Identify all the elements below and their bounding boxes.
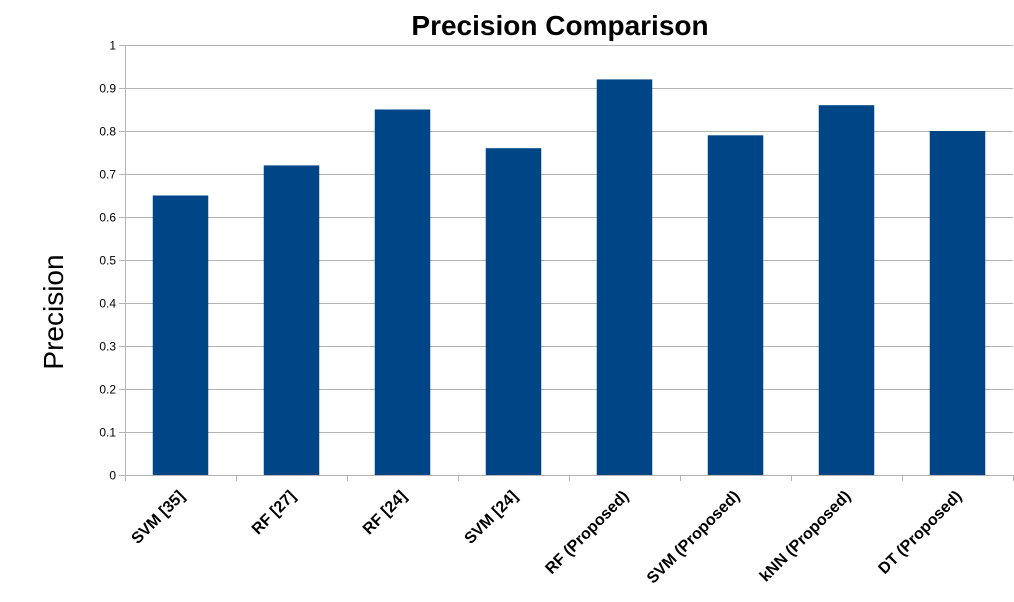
bars: [152, 79, 986, 476]
bar: [263, 165, 320, 475]
y-tick-label: 0.9: [99, 82, 116, 96]
chart-title: Precision Comparison: [411, 10, 708, 41]
bar: [818, 105, 875, 475]
y-tick-label: 0.2: [99, 383, 116, 397]
x-tick-label: DT (Proposed): [875, 488, 965, 578]
bar: [929, 131, 986, 475]
x-tick-label: RF [24]: [360, 488, 410, 538]
y-tick-label: 0.1: [99, 426, 116, 440]
x-tick-label: RF (Proposed): [542, 488, 632, 578]
y-tick-label: 0.7: [99, 168, 116, 182]
y-tick-label: 1: [109, 39, 116, 53]
gridlines: [125, 45, 1013, 433]
x-tick-labels: SVM [35] RF [27] RF [24] SVM [24] RF (Propos…: [129, 488, 966, 587]
x-tick-label: kNN (Proposed): [757, 488, 855, 586]
x-tick-label: SVM (Proposed): [644, 488, 743, 587]
y-tick-label: 0.8: [99, 125, 116, 139]
bar: [152, 195, 209, 475]
y-tick-label: 0: [109, 469, 116, 483]
y-tick-label: 0.5: [99, 254, 116, 268]
y-tick-label: 0.6: [99, 211, 116, 225]
bar: [374, 109, 431, 475]
bar: [596, 79, 653, 476]
axes: [119, 45, 1014, 481]
y-tick-label: 0.4: [99, 297, 116, 311]
bar: [707, 135, 764, 476]
x-tick-label: RF [27]: [249, 488, 299, 538]
y-axis-label: Precision: [38, 254, 69, 369]
y-tick-labels: 0 0.1 0.2 0.3 0.4 0.5 0.6 0.7 0.8 0.9 1: [99, 39, 116, 483]
y-tick-label: 0.3: [99, 340, 116, 354]
x-tick-label: SVM [24]: [462, 488, 522, 548]
x-tick-label: SVM [35]: [129, 488, 189, 548]
bar: [485, 148, 542, 475]
